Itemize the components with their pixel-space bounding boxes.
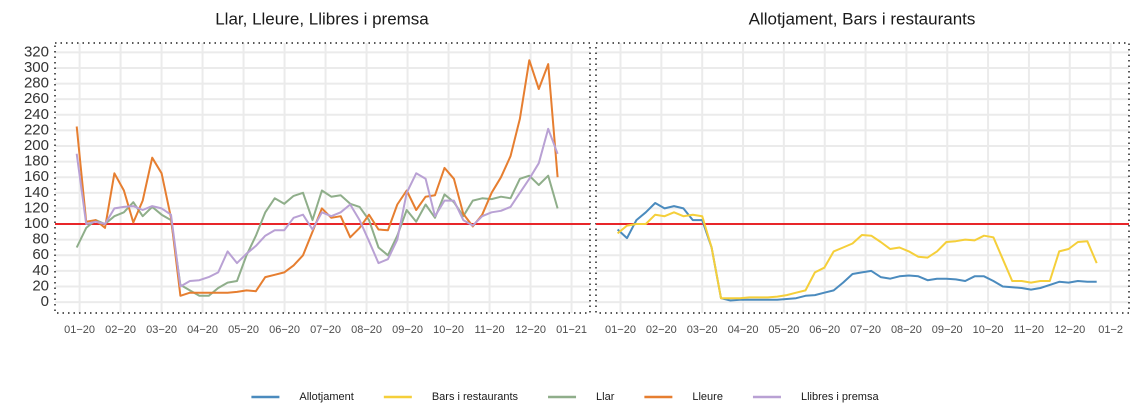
x-tick-label: 01−20 [64,324,95,336]
series-line [75,127,559,288]
x-tick-label: 01−21 [556,324,587,336]
x-tick-label: 07−20 [310,324,341,336]
y-tick-label: 20 [32,277,49,294]
legend-label: Llibres i premsa [801,391,880,403]
y-tick-label: 120 [24,199,49,216]
y-tick-label: 180 [24,153,49,170]
y-tick-label: 320 [24,43,49,60]
x-tick-label: 07−20 [850,324,881,336]
y-tick-label: 80 [32,231,49,248]
x-tick-label: 04−20 [187,324,218,336]
legend-label: Lleure [692,391,723,403]
y-tick-label: 260 [24,90,49,107]
x-tick-label: 02−20 [646,324,677,336]
x-tick-label: 10−20 [973,324,1004,336]
y-tick-label: 300 [24,59,49,76]
panel-border [54,42,591,314]
x-tick-label: 03−20 [146,324,177,336]
x-tick-label: 06−20 [269,324,300,336]
y-tick-label: 280 [24,75,49,92]
x-tick-label: 01−20 [605,324,636,336]
y-tick-label: 0 [41,293,49,310]
y-tick-label: 100 [24,215,49,232]
series-line [616,202,1097,302]
y-tick-label: 140 [24,184,49,201]
legend-label: Allotjament [299,391,353,403]
x-tick-label: 03−20 [687,324,718,336]
x-tick-label: 09−20 [932,324,963,336]
y-tick-label: 220 [24,121,49,138]
x-tick-label: 01−2 [1098,324,1123,336]
x-tick-label: 09−20 [392,324,423,336]
y-tick-label: 160 [24,168,49,185]
x-tick-label: 08−20 [351,324,382,336]
y-tick-label: 60 [32,246,49,263]
x-tick-label: 10−20 [433,324,464,336]
y-tick-label: 240 [24,106,49,123]
x-tick-label: 12−20 [515,324,546,336]
x-tick-label: 11−20 [475,324,505,336]
y-tick-label: 40 [32,262,49,279]
y-tick-label: 200 [24,137,49,154]
legend-label: Bars i restaurants [432,391,519,403]
panel-title: Allotjament, Bars i restaurants [749,9,976,28]
legend-label: Llar [596,391,615,403]
x-tick-label: 12−20 [1054,324,1085,336]
x-tick-label: 05−20 [768,324,799,336]
x-tick-label: 08−20 [891,324,922,336]
x-tick-label: 04−20 [728,324,759,336]
panel-title: Llar, Lleure, Llibres i premsa [215,9,429,28]
x-tick-label: 02−20 [105,324,136,336]
series-line [616,211,1098,300]
x-tick-label: 05−20 [228,324,259,336]
x-tick-label: 06−20 [809,324,840,336]
series-line [75,174,559,297]
x-tick-label: 11−20 [1014,324,1044,336]
